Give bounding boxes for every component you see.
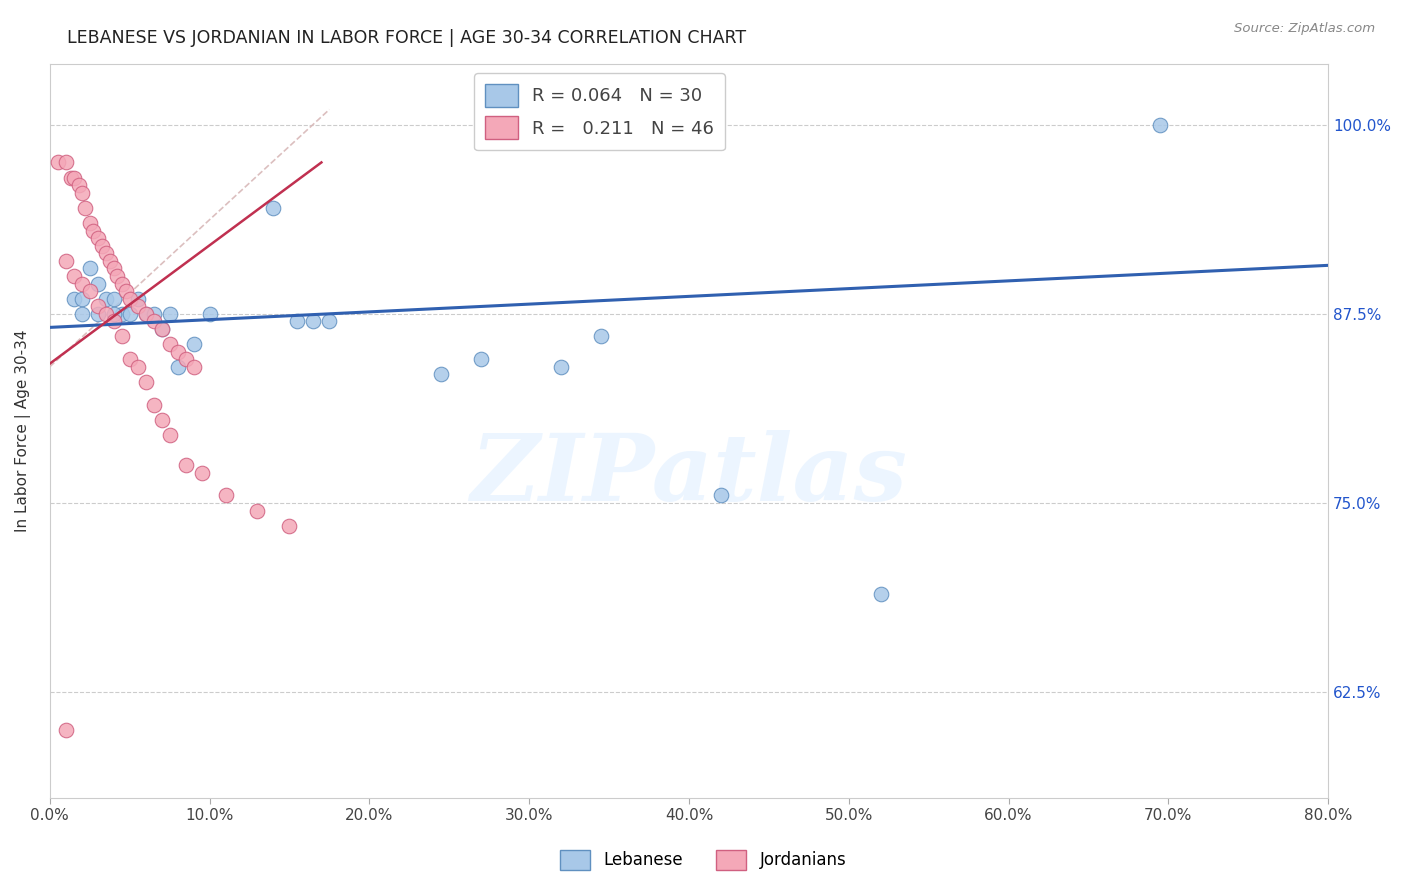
Point: [135, 307, 157, 321]
Text: Source: ZipAtlas.com: Source: ZipAtlas.com: [1234, 22, 1375, 36]
Point: [73, 201, 96, 215]
Point: [550, 359, 572, 374]
Point: [150, 322, 173, 336]
Point: [589, 329, 612, 343]
Y-axis label: In Labor Force | Age 30-34: In Labor Force | Age 30-34: [15, 330, 31, 533]
Point: [111, 277, 134, 291]
Point: [46, 155, 69, 169]
Point: [183, 337, 205, 351]
Point: [111, 329, 134, 343]
Point: [79, 284, 101, 298]
Point: [198, 307, 221, 321]
Point: [318, 314, 340, 328]
Point: [190, 466, 212, 480]
Point: [115, 284, 138, 298]
Point: [214, 488, 236, 502]
Point: [118, 352, 141, 367]
Text: LEBANESE VS JORDANIAN IN LABOR FORCE | AGE 30-34 CORRELATION CHART: LEBANESE VS JORDANIAN IN LABOR FORCE | A…: [67, 29, 747, 46]
Point: [91, 238, 114, 252]
Point: [67, 178, 90, 193]
Point: [150, 413, 173, 427]
Point: [82, 223, 104, 237]
Point: [150, 322, 173, 336]
Point: [1149, 118, 1171, 132]
Point: [100, 253, 122, 268]
Point: [62, 268, 84, 283]
Point: [62, 170, 84, 185]
Point: [127, 299, 149, 313]
Point: [263, 201, 285, 215]
Legend: Lebanese, Jordanians: Lebanese, Jordanians: [553, 843, 853, 877]
Point: [127, 359, 149, 374]
Point: [166, 359, 188, 374]
Point: [70, 277, 93, 291]
Point: [159, 427, 181, 442]
Point: [103, 307, 125, 321]
Point: [70, 307, 93, 321]
Point: [55, 155, 77, 169]
Point: [430, 368, 453, 382]
Point: [70, 186, 93, 200]
Point: [86, 231, 108, 245]
Point: [111, 307, 134, 321]
Point: [166, 344, 188, 359]
Point: [94, 246, 117, 260]
Point: [103, 292, 125, 306]
Point: [246, 503, 269, 517]
Point: [55, 723, 77, 737]
Point: [159, 307, 181, 321]
Point: [55, 253, 77, 268]
Point: [142, 314, 165, 328]
Point: [62, 292, 84, 306]
Point: [278, 518, 301, 533]
Legend: R = 0.064   N = 30, R =   0.211   N = 46: R = 0.064 N = 30, R = 0.211 N = 46: [474, 73, 724, 150]
Point: [127, 292, 149, 306]
Point: [103, 314, 125, 328]
Point: [118, 292, 141, 306]
Text: ZIPatlas: ZIPatlas: [471, 430, 907, 520]
Point: [135, 375, 157, 389]
Point: [869, 587, 891, 601]
Point: [79, 261, 101, 276]
Point: [302, 314, 325, 328]
Point: [94, 292, 117, 306]
Point: [86, 299, 108, 313]
Point: [79, 216, 101, 230]
Point: [142, 307, 165, 321]
Point: [94, 307, 117, 321]
Point: [183, 359, 205, 374]
Point: [59, 170, 82, 185]
Point: [86, 307, 108, 321]
Point: [710, 488, 733, 502]
Point: [159, 337, 181, 351]
Point: [70, 292, 93, 306]
Point: [174, 352, 197, 367]
Point: [142, 398, 165, 412]
Point: [105, 268, 128, 283]
Point: [118, 307, 141, 321]
Point: [174, 458, 197, 472]
Point: [135, 307, 157, 321]
Point: [103, 261, 125, 276]
Point: [86, 277, 108, 291]
Point: [287, 314, 309, 328]
Point: [470, 352, 492, 367]
